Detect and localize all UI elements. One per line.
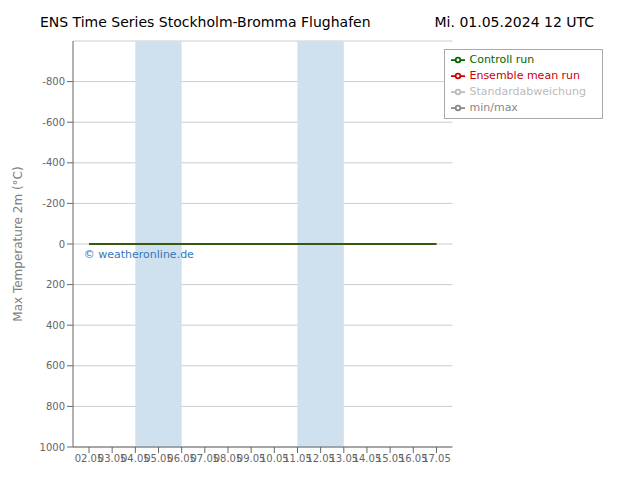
- svg-text:17.05: 17.05: [422, 453, 451, 464]
- svg-text:11.05: 11.05: [283, 453, 312, 465]
- html-text:© weatheronline.de: © weatheronline.de: [83, 248, 194, 261]
- svg-text:05.05: 05.05: [144, 453, 173, 465]
- html-text:Ensemble mean run: Ensemble mean run: [469, 69, 581, 82]
- svg-text:02.05: 02.05: [74, 453, 104, 465]
- svg-text:-400: -400: [42, 157, 65, 168]
- svg-text:400: 400: [46, 320, 65, 331]
- svg-text:-200: -200: [42, 198, 65, 209]
- svg-text:0: 0: [59, 239, 65, 250]
- svg-text:15.05: 15.05: [375, 453, 405, 465]
- svg-text:10.05: 10.05: [260, 453, 289, 465]
- svg-text:600: 600: [46, 360, 65, 371]
- svg-text:13.05: 13.05: [329, 453, 359, 465]
- html-text:ENS Time Series Stockholm-Brom: ENS Time Series Stockholm-Bromma Flughaf…: [40, 14, 371, 30]
- svg-text:03.05: 03.05: [97, 453, 127, 465]
- html-text:Standardabweichung: Standardabweichung: [469, 85, 586, 98]
- svg-text:-800: -800: [42, 76, 65, 87]
- svg-text:1000: 1000: [40, 442, 65, 453]
- svg-text:06.05: 06.05: [167, 453, 196, 465]
- svg-text:04.05: 04.05: [121, 453, 150, 465]
- svg-text:200: 200: [46, 279, 65, 290]
- svg-text:07.05: 07.05: [190, 453, 220, 465]
- svg-text:-600: -600: [42, 117, 65, 128]
- svg-text:09.05: 09.05: [236, 453, 266, 465]
- html-text:min/max: min/max: [469, 101, 518, 114]
- html-text:Mi. 01.05.2024 12 UTC: Mi. 01.05.2024 12 UTC: [434, 14, 594, 30]
- svg-text:Max Temperature 2m (°C): Max Temperature 2m (°C): [11, 166, 25, 321]
- svg-text:14.05: 14.05: [352, 453, 382, 465]
- svg-text:12.05: 12.05: [306, 453, 335, 465]
- svg-text:800: 800: [46, 401, 65, 412]
- svg-text:16.05: 16.05: [399, 453, 428, 465]
- html-text:Controll run: Controll run: [469, 53, 535, 66]
- svg-text:08.05: 08.05: [213, 453, 243, 465]
